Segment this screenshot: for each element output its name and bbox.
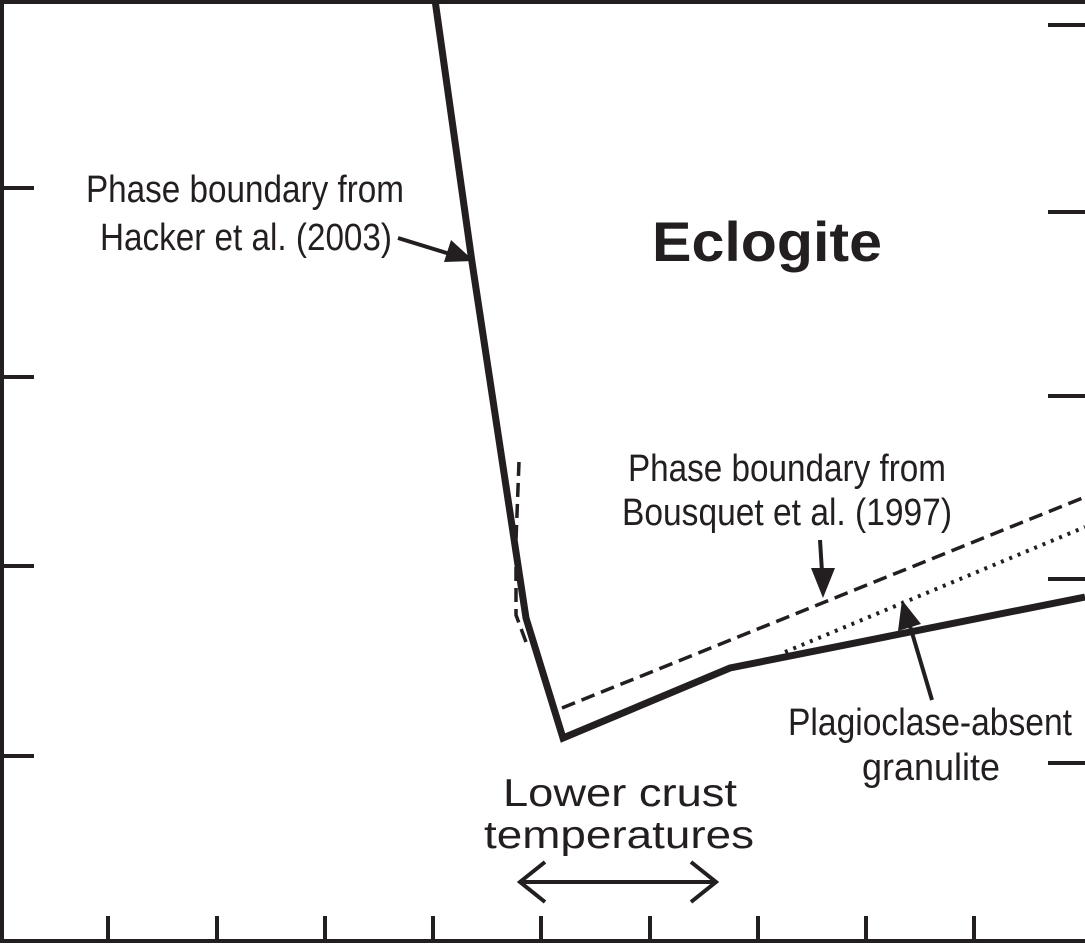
right-arrowhead-icon xyxy=(689,860,720,904)
bousquet-dashed-vertical xyxy=(514,461,528,643)
hacker-arrow-shaft xyxy=(397,236,451,256)
bousquet-arrow-shaft xyxy=(818,539,824,573)
hacker-arrowhead-icon xyxy=(444,240,474,262)
right-ticks xyxy=(1048,23,1085,765)
bousquet-dashed-line xyxy=(561,495,1085,710)
hacker-label-line1: Phase boundary from xyxy=(86,169,404,211)
lower-crust-label-line1: Lower crust xyxy=(503,772,737,815)
bousquet-label-line2: Bousquet et al. (1997) xyxy=(622,492,952,534)
left-ticks xyxy=(2,186,34,758)
lower-crust-label-line2: temperatures xyxy=(484,814,754,857)
plagioclase-absent-boundary xyxy=(784,525,1085,654)
bousquet-arrow xyxy=(811,539,835,598)
plagioclase-arrow xyxy=(898,600,934,701)
lower-crust-double-arrow xyxy=(516,860,720,904)
eclogite-label: Eclogite xyxy=(652,210,882,273)
plagioclase-label-line2: granulite xyxy=(862,747,1000,789)
plagioclase-arrow-shaft xyxy=(908,625,934,701)
bottom-ticks xyxy=(106,916,976,941)
left-arrowhead-icon xyxy=(516,860,547,904)
bousquet-arrowhead-icon xyxy=(811,568,835,598)
bousquet-label-line1: Phase boundary from xyxy=(628,448,946,490)
bousquet-phase-boundary xyxy=(514,461,1085,710)
hacker-arrow xyxy=(397,236,474,262)
plagioclase-label-line1: Plagioclase-absent xyxy=(788,702,1072,744)
hacker-label-line2: Hacker et al. (2003) xyxy=(100,217,392,259)
plagioclase-arrowhead-icon xyxy=(898,600,921,631)
hacker-phase-boundary xyxy=(431,0,1085,743)
